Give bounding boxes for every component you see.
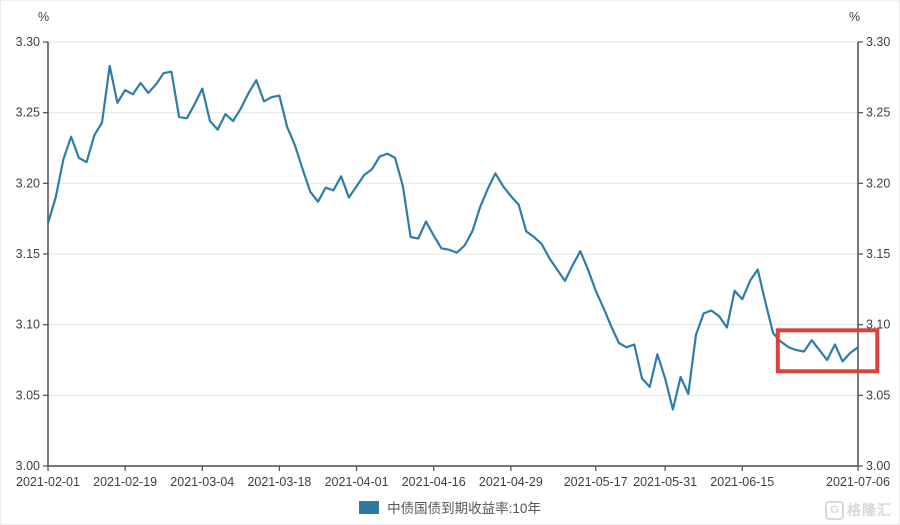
x-tick-label: 2021-03-04 <box>170 475 234 489</box>
series-line-10y-yield <box>46 64 860 411</box>
y-axis-labels: 3.30 3.30 3.25 3.25 3.20 3.20 3.15 3.15 3.10 3.10… <box>16 35 891 473</box>
y-tick-label-right: 3.20 <box>866 176 890 190</box>
x-tick-label: 2021-02-19 <box>93 475 157 489</box>
annotations <box>775 328 880 374</box>
y-tick-label-left: 3.20 <box>16 176 40 190</box>
x-tick-label: 2021-05-17 <box>564 475 628 489</box>
x-tick-label: 2021-05-31 <box>633 475 697 489</box>
gelonghui-logo-icon: G <box>825 500 844 520</box>
y-tick-label-right: 3.00 <box>866 459 890 473</box>
y-axis-unit-right: % <box>849 10 861 24</box>
y-tick-label-right: 3.25 <box>866 106 890 120</box>
x-tick-label: 2021-04-01 <box>325 475 389 489</box>
y-tick-label-right: 3.05 <box>866 388 890 402</box>
series <box>46 64 860 411</box>
x-tick-label: 2021-06-15 <box>710 475 774 489</box>
y-tick-label-left: 3.10 <box>16 318 40 332</box>
highlight-box <box>775 328 880 374</box>
legend-swatch <box>359 500 380 514</box>
legend-label: 中债国债到期收益率:10年 <box>387 501 541 516</box>
y-axis-unit-left: % <box>38 10 50 24</box>
x-tick-label: 2021-04-16 <box>402 475 466 489</box>
x-axis-labels: 2021-02-01 2021-02-19 2021-03-04 2021-03-18… <box>16 466 890 489</box>
y-tick-label-right: 3.10 <box>866 318 890 332</box>
y-tick-label-left: 3.05 <box>16 388 40 402</box>
y-tick-label-right: 3.15 <box>866 247 890 261</box>
y-tick-label-left: 3.00 <box>16 459 40 473</box>
legend: 中债国债到期收益率:10年 <box>0 497 900 517</box>
x-tick-label: 2021-04-29 <box>479 475 543 489</box>
y-tick-label-left: 3.30 <box>16 35 40 49</box>
x-tick-label: 2021-07-06 <box>826 475 890 489</box>
gridlines <box>48 41 858 396</box>
y-tick-label-left: 3.15 <box>16 247 40 261</box>
x-tick-label: 2021-03-18 <box>247 475 311 489</box>
y-tick-label-left: 3.25 <box>16 106 40 120</box>
y-tick-label-right: 3.30 <box>866 35 890 49</box>
watermark-text: 格隆汇 <box>847 502 892 518</box>
watermark-gelonghui: G 格隆汇 <box>825 500 892 520</box>
x-tick-label: 2021-02-01 <box>16 475 80 489</box>
